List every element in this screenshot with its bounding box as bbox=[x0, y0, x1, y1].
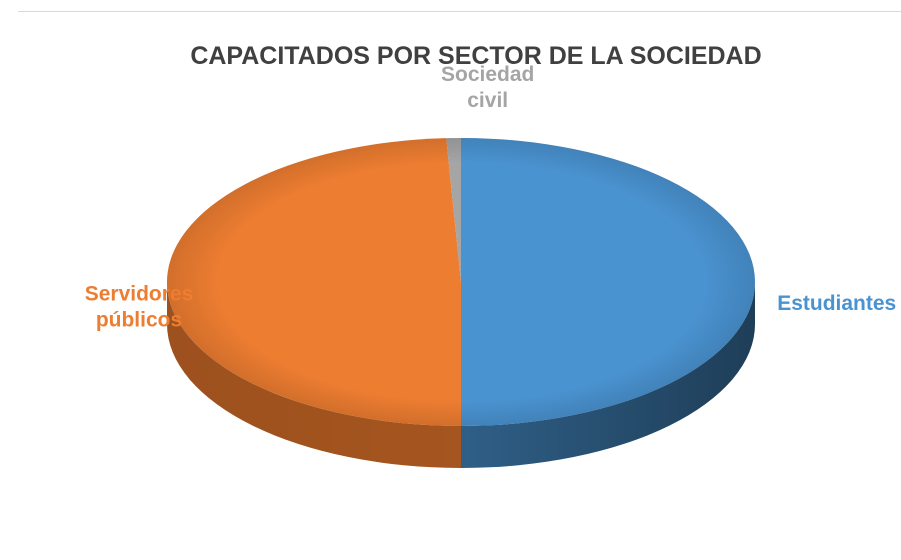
slice-label-1: Servidores públicos bbox=[85, 283, 194, 332]
pie-sides bbox=[167, 282, 755, 468]
pie-side-shade bbox=[167, 282, 755, 468]
pie-shading bbox=[167, 138, 755, 426]
slice-labels: Estudiantes Servidores públicos Sociedad civ… bbox=[85, 63, 897, 332]
slice-label-line: Estudiantes bbox=[777, 292, 896, 315]
slice-label-line: Sociedad bbox=[441, 63, 534, 86]
slice-label-2: Sociedad civil bbox=[441, 63, 534, 112]
pie-top-shading bbox=[167, 138, 755, 426]
chart-title: CAPACITADOS POR SECTOR DE LA SOCIEDAD bbox=[190, 42, 761, 70]
top-divider bbox=[18, 11, 901, 12]
slice-label-line: públicos bbox=[96, 309, 182, 332]
slice-label-0: Estudiantes bbox=[777, 292, 896, 315]
slice-label-line: civil bbox=[467, 89, 508, 112]
slice-label-line: Servidores bbox=[85, 283, 194, 306]
